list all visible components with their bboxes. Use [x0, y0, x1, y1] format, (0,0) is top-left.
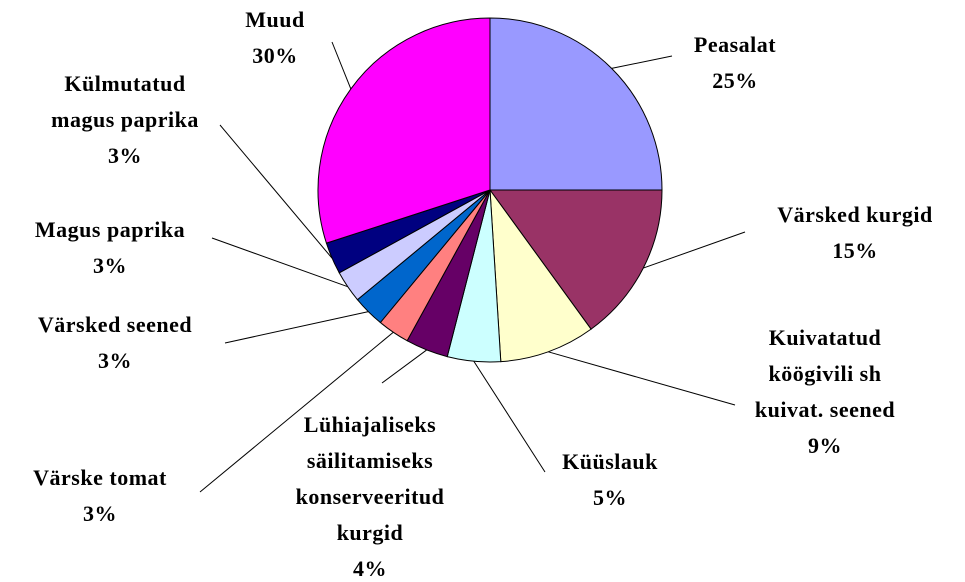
slice-label: Kuivatatud köögivili sh kuivat. seened 9%	[755, 320, 895, 464]
leader-line	[219, 124, 333, 259]
slice-label: Värsked kurgid 15%	[777, 197, 933, 269]
value-label: 4%	[352, 556, 387, 581]
category-name: Värsked kurgid	[777, 202, 933, 227]
leader-line	[611, 55, 673, 69]
value-label: 15%	[832, 238, 878, 263]
leader-line	[381, 349, 427, 384]
value-label: 3%	[98, 348, 132, 373]
category-name: Värske tomat	[33, 465, 167, 490]
slice-label: Peasalat 25%	[694, 27, 776, 99]
slice-label: Värsked seened 3%	[38, 307, 192, 379]
category-name: Külmutatud magus paprika	[51, 71, 199, 132]
category-name: Magus paprika	[34, 217, 186, 242]
category-name: Kuivatatud köögivili sh kuivat. seened	[754, 325, 896, 422]
category-name: Värsked seened	[37, 312, 193, 337]
leader-line	[224, 311, 369, 344]
value-label: 5%	[592, 485, 627, 510]
category-name: Lühiajaliseks säilitamiseks konserveerit…	[295, 412, 445, 545]
value-label: 30%	[252, 43, 298, 68]
slice-label: Muud 30%	[245, 2, 304, 74]
slice-label: Küüslauk 5%	[562, 444, 658, 516]
category-name: Muud	[245, 7, 305, 32]
value-label: 3%	[93, 253, 127, 278]
value-label: 9%	[808, 433, 842, 458]
pie-slice	[489, 189, 663, 330]
pie-slice	[489, 188, 592, 363]
slice-label: Magus paprika 3%	[35, 212, 185, 284]
leader-line	[548, 351, 736, 406]
category-name: Küüslauk	[562, 449, 658, 474]
leader-line	[643, 231, 746, 269]
pie-slice	[489, 17, 663, 191]
value-label: 25%	[712, 68, 758, 93]
leader-line	[473, 360, 546, 473]
leader-line	[199, 331, 394, 493]
slice-label: Külmutatud magus paprika 3%	[51, 66, 199, 174]
category-name: Peasalat	[693, 32, 777, 57]
leader-line	[331, 41, 352, 90]
slice-label: Lühiajaliseks säilitamiseks konserveerit…	[296, 407, 445, 582]
value-label: 3%	[108, 143, 142, 168]
slice-label: Värske tomat 3%	[33, 460, 167, 532]
leader-line	[211, 237, 348, 288]
value-label: 3%	[82, 501, 117, 526]
